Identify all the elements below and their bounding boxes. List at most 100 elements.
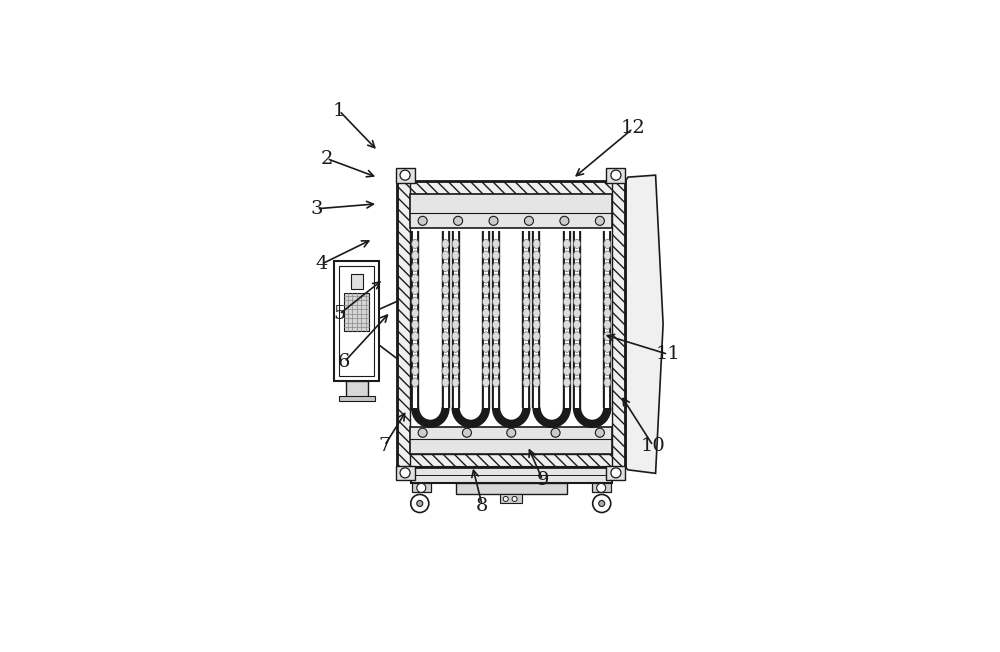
Ellipse shape: [493, 251, 500, 260]
Bar: [592, 483, 611, 492]
Circle shape: [489, 216, 498, 226]
Bar: [606, 168, 625, 183]
Ellipse shape: [452, 308, 459, 318]
Ellipse shape: [482, 274, 490, 283]
Ellipse shape: [452, 320, 459, 329]
Ellipse shape: [573, 308, 580, 318]
Ellipse shape: [563, 320, 570, 329]
Ellipse shape: [523, 355, 530, 364]
Circle shape: [400, 170, 410, 180]
Ellipse shape: [604, 297, 611, 306]
Ellipse shape: [573, 286, 580, 295]
Ellipse shape: [493, 308, 500, 318]
Bar: [334, 261, 379, 381]
Ellipse shape: [573, 355, 580, 364]
Ellipse shape: [412, 274, 419, 283]
Circle shape: [599, 501, 605, 507]
Circle shape: [595, 428, 604, 437]
Ellipse shape: [482, 332, 490, 341]
Ellipse shape: [523, 332, 530, 341]
Circle shape: [400, 468, 410, 478]
Ellipse shape: [563, 332, 570, 341]
Ellipse shape: [573, 274, 580, 283]
Circle shape: [611, 170, 621, 180]
Ellipse shape: [452, 366, 459, 376]
Ellipse shape: [604, 320, 611, 329]
Ellipse shape: [563, 251, 570, 260]
Ellipse shape: [482, 355, 490, 364]
Text: 4: 4: [316, 255, 328, 273]
Ellipse shape: [493, 366, 500, 376]
Text: 7: 7: [378, 437, 391, 454]
Ellipse shape: [452, 286, 459, 295]
Ellipse shape: [452, 263, 459, 271]
Circle shape: [611, 468, 621, 478]
Ellipse shape: [452, 274, 459, 283]
Ellipse shape: [442, 297, 449, 306]
Bar: [612, 181, 625, 467]
Text: 2: 2: [321, 149, 333, 168]
Ellipse shape: [533, 286, 540, 295]
Ellipse shape: [523, 344, 530, 352]
Ellipse shape: [482, 378, 490, 387]
Ellipse shape: [533, 344, 540, 352]
Ellipse shape: [452, 344, 459, 352]
Bar: [397, 181, 410, 467]
Ellipse shape: [442, 332, 449, 341]
Ellipse shape: [442, 239, 449, 248]
Ellipse shape: [493, 274, 500, 283]
Ellipse shape: [604, 355, 611, 364]
Ellipse shape: [523, 274, 530, 283]
Ellipse shape: [412, 263, 419, 271]
Ellipse shape: [604, 308, 611, 318]
Circle shape: [593, 494, 611, 512]
Text: 9: 9: [536, 471, 549, 489]
Ellipse shape: [533, 239, 540, 248]
Text: 11: 11: [656, 346, 681, 363]
Ellipse shape: [533, 366, 540, 376]
Ellipse shape: [533, 378, 540, 387]
Circle shape: [411, 494, 429, 512]
Ellipse shape: [533, 263, 540, 271]
Ellipse shape: [533, 355, 540, 364]
Ellipse shape: [493, 297, 500, 306]
Ellipse shape: [412, 332, 419, 341]
Ellipse shape: [493, 239, 500, 248]
Text: 5: 5: [333, 305, 345, 323]
Ellipse shape: [452, 239, 459, 248]
Bar: [396, 466, 415, 480]
Ellipse shape: [442, 263, 449, 271]
Ellipse shape: [442, 286, 449, 295]
Ellipse shape: [573, 320, 580, 329]
Ellipse shape: [412, 366, 419, 376]
Bar: [412, 483, 431, 492]
Ellipse shape: [452, 251, 459, 260]
Ellipse shape: [533, 308, 540, 318]
Ellipse shape: [573, 263, 580, 271]
Ellipse shape: [563, 297, 570, 306]
Ellipse shape: [523, 308, 530, 318]
Bar: [410, 426, 612, 454]
Ellipse shape: [482, 308, 490, 318]
Ellipse shape: [604, 378, 611, 387]
Ellipse shape: [563, 366, 570, 376]
Bar: [397, 181, 625, 194]
Ellipse shape: [523, 263, 530, 271]
Ellipse shape: [493, 320, 500, 329]
Bar: [346, 381, 368, 396]
Ellipse shape: [412, 297, 419, 306]
Circle shape: [417, 501, 423, 507]
Ellipse shape: [482, 297, 490, 306]
Ellipse shape: [412, 378, 419, 387]
Text: 1: 1: [333, 102, 345, 120]
Ellipse shape: [563, 263, 570, 271]
Ellipse shape: [523, 251, 530, 260]
Ellipse shape: [452, 297, 459, 306]
Circle shape: [512, 496, 517, 501]
Polygon shape: [625, 175, 663, 473]
Circle shape: [418, 216, 427, 226]
Ellipse shape: [412, 286, 419, 295]
Text: 6: 6: [338, 353, 351, 371]
Ellipse shape: [482, 320, 490, 329]
Ellipse shape: [493, 344, 500, 352]
